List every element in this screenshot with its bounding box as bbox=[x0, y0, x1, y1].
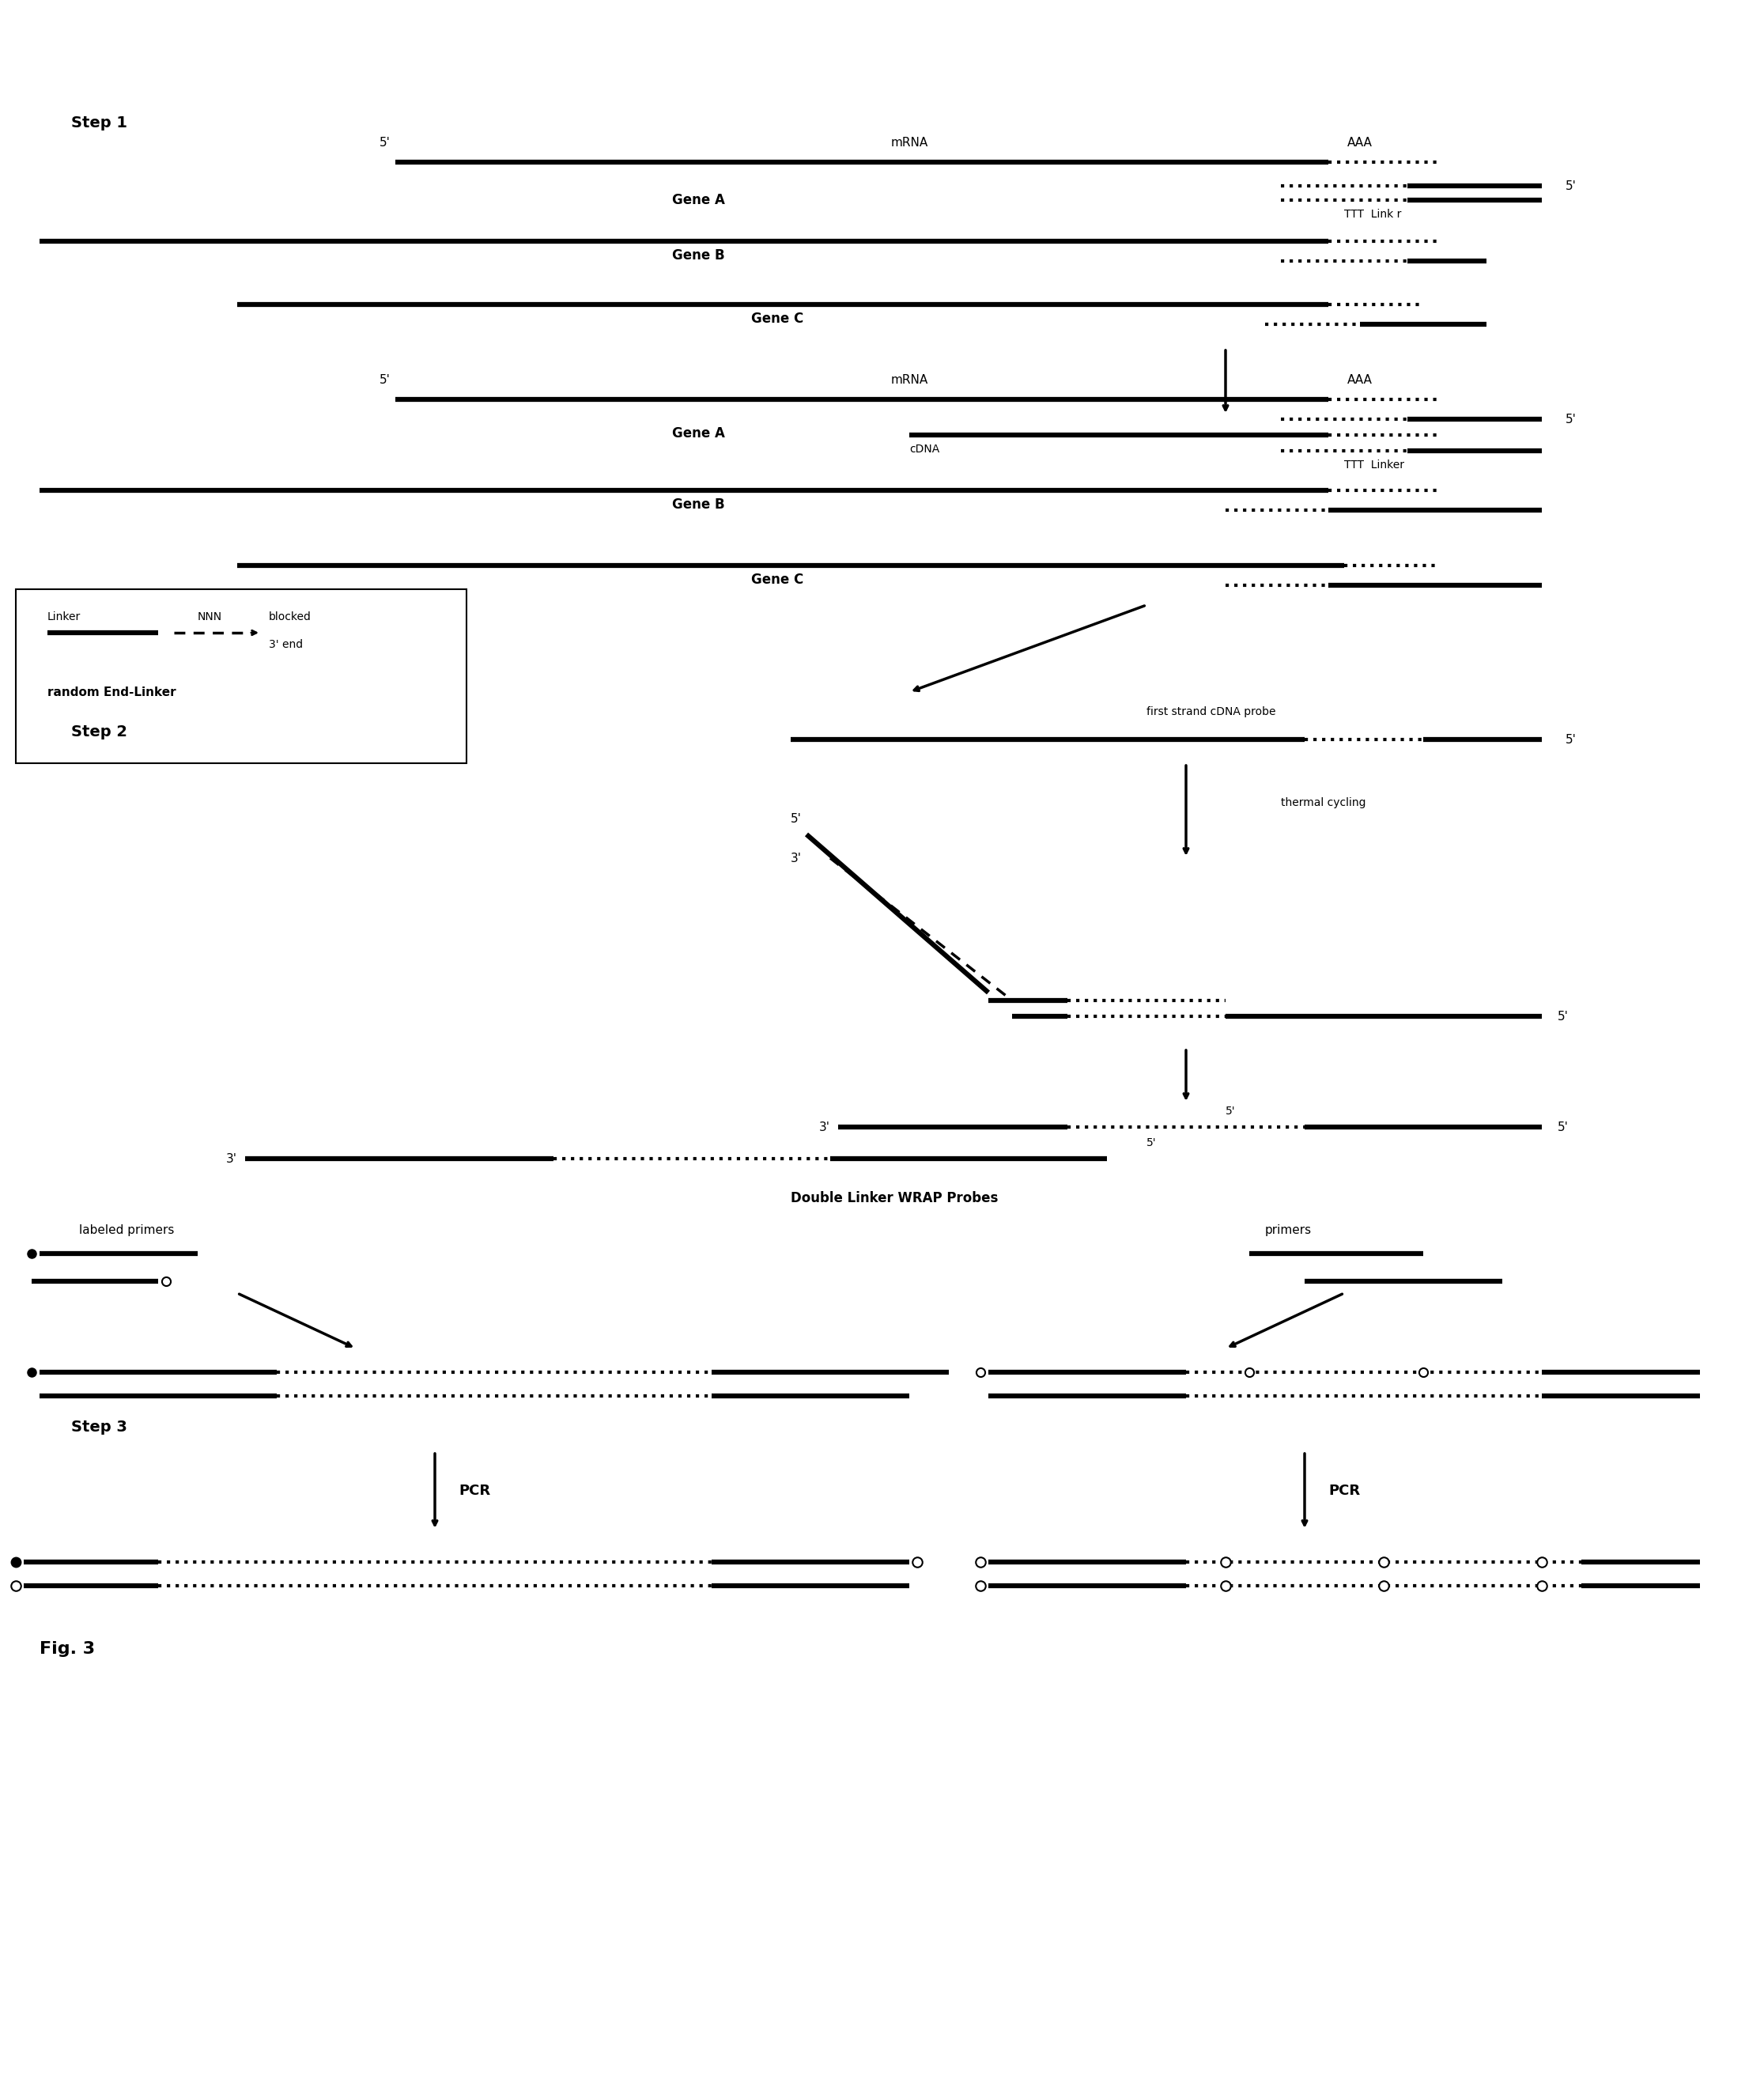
Text: 5': 5' bbox=[790, 813, 801, 825]
Text: 5': 5' bbox=[1565, 179, 1577, 192]
Text: random End-Linker: random End-Linker bbox=[48, 686, 176, 698]
Text: 5': 5' bbox=[1558, 1121, 1568, 1134]
Text: 5': 5' bbox=[1147, 1138, 1157, 1148]
Text: Step 2: Step 2 bbox=[71, 723, 127, 740]
Text: NNN: NNN bbox=[198, 611, 222, 623]
Text: thermal cycling: thermal cycling bbox=[1281, 798, 1365, 809]
Text: mRNA: mRNA bbox=[891, 135, 928, 148]
Text: 3': 3' bbox=[226, 1152, 236, 1165]
Text: Fig. 3: Fig. 3 bbox=[39, 1640, 95, 1657]
Text: Gene A: Gene A bbox=[672, 427, 725, 440]
Text: Double Linker WRAP Probes: Double Linker WRAP Probes bbox=[790, 1192, 998, 1205]
Text: Linker: Linker bbox=[48, 611, 81, 623]
Text: AAA: AAA bbox=[1348, 373, 1372, 386]
Text: Gene C: Gene C bbox=[751, 313, 804, 325]
Text: cDNA: cDNA bbox=[908, 444, 940, 454]
Text: 3' end: 3' end bbox=[268, 640, 303, 650]
Text: Gene C: Gene C bbox=[751, 573, 804, 588]
FancyBboxPatch shape bbox=[16, 590, 466, 763]
Text: AAA: AAA bbox=[1348, 135, 1372, 148]
Text: 5': 5' bbox=[1565, 734, 1577, 746]
Text: first strand cDNA probe: first strand cDNA probe bbox=[1147, 706, 1275, 717]
Text: labeled primers: labeled primers bbox=[79, 1223, 175, 1236]
Text: PCR: PCR bbox=[459, 1484, 490, 1498]
Text: Gene B: Gene B bbox=[672, 498, 725, 513]
Text: blocked: blocked bbox=[268, 611, 312, 623]
Text: 5': 5' bbox=[1565, 413, 1577, 425]
Text: 5': 5' bbox=[1558, 1011, 1568, 1023]
Text: 5': 5' bbox=[379, 135, 390, 148]
Text: primers: primers bbox=[1265, 1223, 1312, 1236]
Text: TTT  Linker: TTT Linker bbox=[1344, 458, 1404, 471]
Text: mRNA: mRNA bbox=[891, 373, 928, 386]
Text: Step 1: Step 1 bbox=[71, 115, 127, 129]
Text: Step 3: Step 3 bbox=[71, 1419, 127, 1436]
Text: 3': 3' bbox=[790, 852, 803, 865]
Text: 5': 5' bbox=[379, 373, 390, 386]
Text: 3': 3' bbox=[818, 1121, 831, 1134]
Text: Gene A: Gene A bbox=[672, 194, 725, 206]
Text: 5': 5' bbox=[1226, 1107, 1235, 1117]
Text: PCR: PCR bbox=[1328, 1484, 1360, 1498]
Text: Gene B: Gene B bbox=[672, 248, 725, 263]
Text: TTT  Link r: TTT Link r bbox=[1344, 208, 1401, 221]
